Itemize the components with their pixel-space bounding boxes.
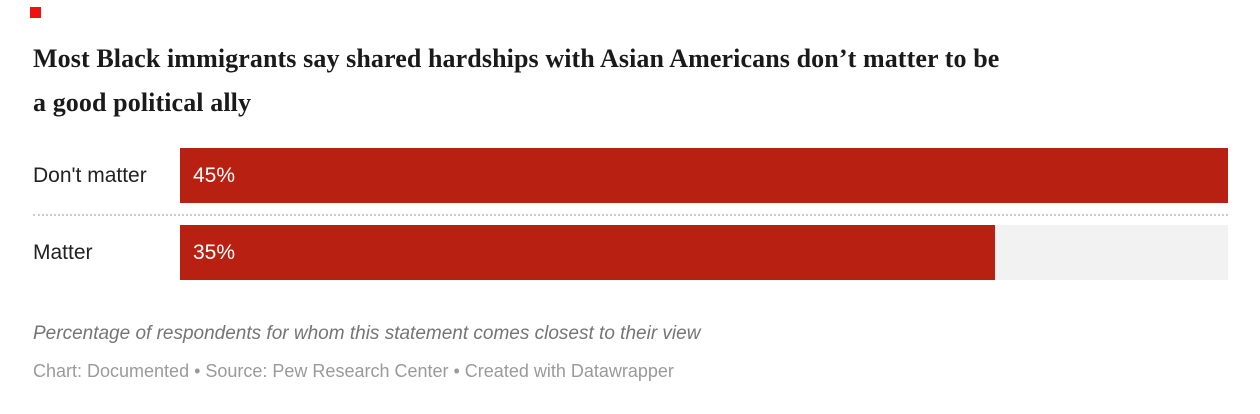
chart-title-line2: a good political ally: [33, 88, 252, 117]
bar-row: Matter 35%: [33, 225, 1228, 280]
bar-chart: Don't matter 45% Matter 35%: [33, 148, 1228, 280]
value-label: 45%: [193, 163, 236, 187]
chart-title: Most Black immigrants say shared hardshi…: [33, 37, 1224, 125]
row-separator: [33, 214, 1228, 216]
category-label: Don't matter: [33, 163, 147, 187]
bar-track: 45%: [180, 148, 1228, 203]
chart-byline: Chart: Documented • Source: Pew Research…: [33, 361, 674, 381]
chart-title-line1: Most Black immigrants say shared hardshi…: [33, 44, 1000, 73]
bar: 45%: [180, 148, 1228, 203]
bar-row: Don't matter 45%: [33, 148, 1228, 203]
value-label: 35%: [193, 240, 236, 264]
category-label: Matter: [33, 240, 93, 264]
chart-note: Percentage of respondents for whom this …: [33, 323, 701, 344]
bar-track: 35%: [180, 225, 1228, 280]
bar: 35%: [180, 225, 996, 280]
documented-logo-icon: [30, 7, 41, 18]
